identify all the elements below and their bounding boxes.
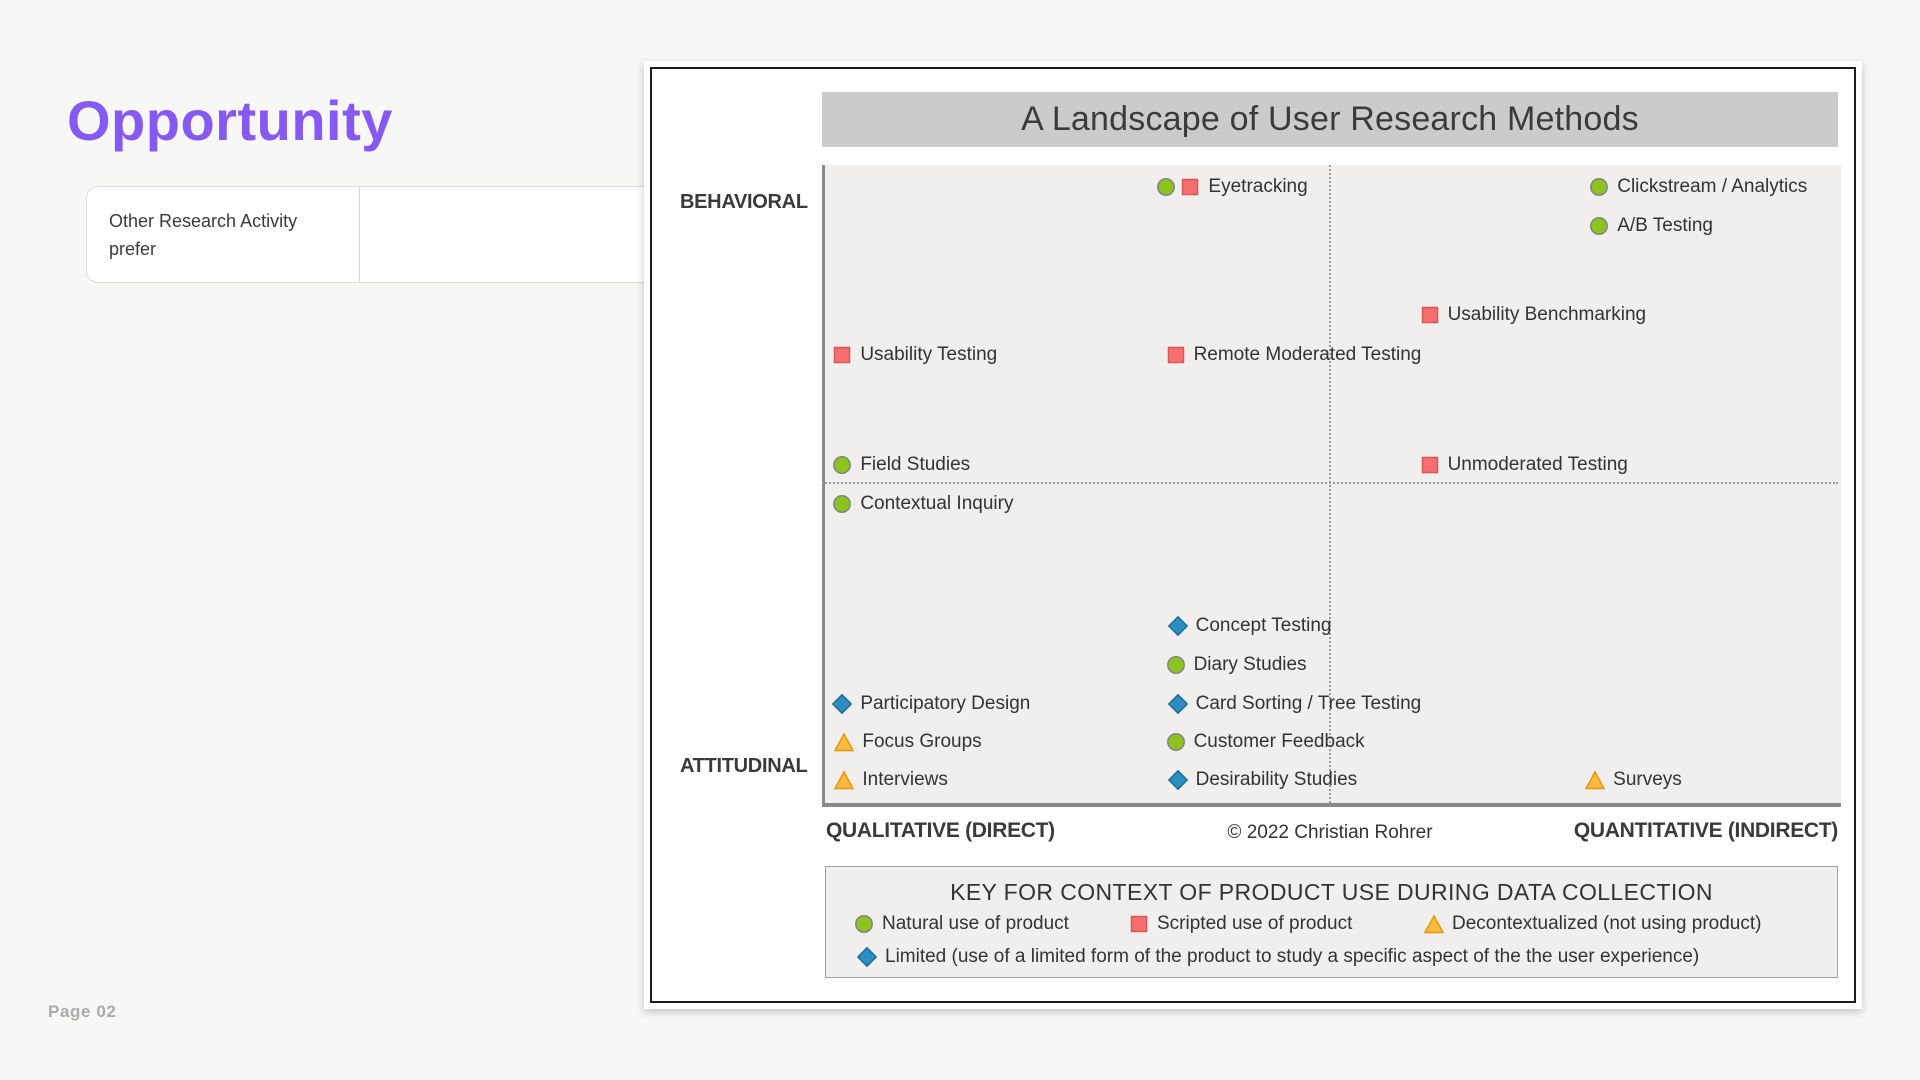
scripted-marker-icon [834,346,851,364]
scripted-marker-icon [1421,306,1438,324]
natural-marker-icon [1590,217,1609,236]
method-item: Clickstream / Analytics [1589,175,1807,199]
limited-marker-icon [832,694,853,715]
legend-item-natural: Natural use of product [854,912,1069,936]
natural-marker-icon [855,915,873,933]
limited-marker-icon [1167,616,1188,637]
method-label: Usability Benchmarking [1447,303,1647,325]
y-axis-label-behavioral: BEHAVIORAL [680,191,808,213]
legend-item-limited: Limited (use of a limited form of the pr… [857,945,1699,969]
table-cell-text[interactable]: Other Research Activity prefer [109,211,298,259]
x-axis-label-qualitative: QUALITATIVE (DIRECT) [826,819,1055,842]
legend-label: Scripted use of product [1157,913,1353,934]
method-item: Usability Testing [832,343,997,367]
method-label: Card Sorting / Tree Testing [1195,693,1422,715]
plot-area [822,165,1841,807]
scripted-marker-icon [1130,915,1148,933]
chart-title-banner: A Landscape of User Research Methods [822,92,1838,147]
method-label: A/B Testing [1617,215,1713,237]
method-label: Concept Testing [1195,615,1332,637]
scripted-marker-icon [1182,178,1199,195]
decontextualized-marker-icon [834,770,855,790]
method-item: Participatory Design [832,692,1030,716]
scripted-marker-icon [1167,346,1184,364]
horizontal-quadrant-divider [822,482,1838,484]
key-title: KEY FOR CONTEXT OF PRODUCT USE DURING DA… [950,879,1713,905]
method-label: Desirability Studies [1195,769,1358,791]
limited-marker-icon [1167,770,1188,791]
method-item: Remote Moderated Testing [1166,343,1422,367]
y-axis-label-attitudinal: ATTITUDINAL [680,755,808,777]
method-label: Interviews [862,769,948,791]
natural-marker-icon [833,494,852,513]
natural-marker-icon [1166,732,1185,751]
chart-title: A Landscape of User Research Methods [1021,100,1639,138]
method-item: Concept Testing [1167,614,1332,638]
method-label: Remote Moderated Testing [1193,344,1422,366]
decontextualized-marker-icon [1585,770,1606,790]
table-column-divider [359,187,360,282]
x-axis-label-quantitative: QUANTITATIVE (INDIRECT) [1573,819,1838,842]
method-label: Focus Groups [862,730,982,752]
decontextualized-marker-icon [1424,914,1444,934]
research-activity-table[interactable]: Other Research Activity prefer [86,186,664,283]
method-label: Customer Feedback [1193,730,1365,752]
method-item: Card Sorting / Tree Testing [1167,692,1422,716]
method-label: Eyetracking [1208,175,1308,197]
method-item: Field Studies [832,453,970,477]
legend-label: Decontextualized (not using product) [1452,913,1762,934]
method-label: Clickstream / Analytics [1617,175,1808,197]
decontextualized-marker-icon [834,732,855,751]
method-label: Surveys [1613,769,1682,791]
limited-marker-icon [857,947,877,967]
legend-item-decontextualized: Decontextualized (not using product) [1424,912,1761,936]
legend-label: Natural use of product [882,913,1069,934]
method-item: Unmoderated Testing [1420,453,1628,477]
scripted-marker-icon [1421,456,1438,474]
method-item: Surveys [1585,768,1682,792]
legend-item-scripted: Scripted use of product [1129,912,1352,936]
limited-marker-icon [1167,694,1188,715]
vertical-quadrant-divider [1329,165,1331,803]
method-item: A/B Testing [1589,214,1713,238]
method-item: Interviews [834,768,948,792]
method-label: Usability Testing [860,344,998,366]
slide-title: Opportunity [67,89,393,152]
method-label: Field Studies [860,453,971,475]
method-item: Diary Studies [1166,653,1307,677]
method-label: Unmoderated Testing [1447,453,1628,475]
method-label: Diary Studies [1193,654,1307,676]
method-item: Desirability Studies [1167,768,1358,792]
method-item: Eyetracking [1156,175,1308,199]
legend-key-box: KEY FOR CONTEXT OF PRODUCT USE DURING DA… [825,866,1838,978]
method-item: Customer Feedback [1166,730,1365,754]
method-label: Participatory Design [860,693,1031,715]
method-item: Usability Benchmarking [1420,303,1647,327]
copyright-label: © 2022 Christian Rohrer [1227,822,1433,843]
natural-marker-icon [1157,177,1176,196]
method-label: Contextual Inquiry [860,492,1014,514]
page-number-label: Page 02 [48,1002,117,1021]
method-item: Contextual Inquiry [832,492,1013,516]
natural-marker-icon [1590,177,1609,196]
natural-marker-icon [1166,656,1185,675]
natural-marker-icon [833,455,852,474]
method-item: Focus Groups [834,730,982,754]
legend-label: Limited (use of a limited form of the pr… [885,946,1700,967]
research-methods-chart-image[interactable]: A Landscape of User Research Methods BEH… [644,61,1862,1009]
